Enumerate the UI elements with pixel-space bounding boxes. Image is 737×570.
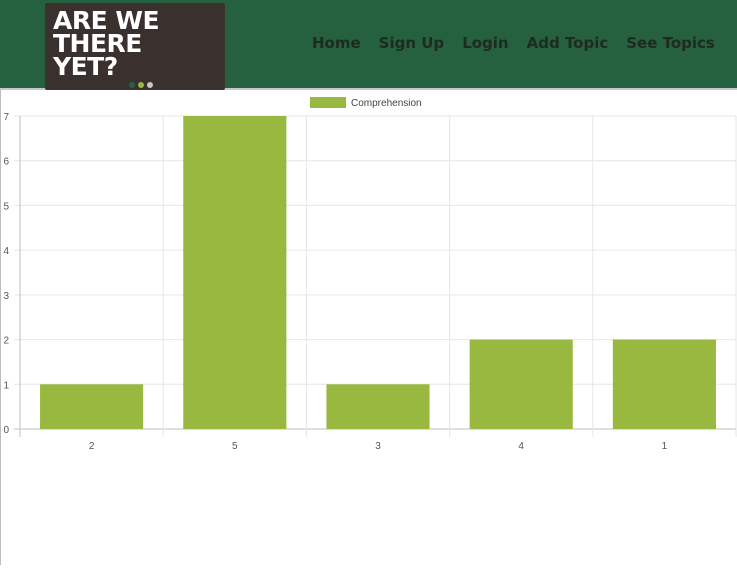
y-tick-label: 3 [3,291,9,302]
y-tick-label: 4 [3,246,9,257]
y-tick-label: 5 [3,201,9,212]
logo-text: ARE WE THERE YET? [53,6,160,81]
y-tick-label: 2 [3,336,9,347]
bar [40,384,144,429]
y-tick-label: 0 [3,425,9,436]
x-tick-label: 3 [375,441,381,452]
bar [183,116,287,429]
x-tick-label: 1 [662,441,668,452]
logo-dot [138,82,144,88]
main-nav: Home Sign Up Login Add Topic See Topics [312,34,733,52]
logo-line: THERE [53,29,142,58]
bar [612,339,716,429]
bar-chart: 0 1 2 3 4 5 6 7 2 5 3 4 1 Comprehension [3,97,737,452]
chart-container: 0 1 2 3 4 5 6 7 2 5 3 4 1 Comprehension [0,90,737,565]
logo-dots [129,75,156,93]
legend-label: Comprehension [351,98,422,109]
logo-line: ARE WE [53,6,160,35]
logo-dot [147,82,153,88]
x-tick-label: 4 [518,441,524,452]
y-tick-label: 6 [3,157,9,168]
page-edge [0,90,1,565]
x-tick-label: 2 [89,441,95,452]
x-tick-label: 5 [232,441,238,452]
logo-dot [129,82,135,88]
y-tick-label: 1 [3,380,9,391]
nav-sign-up-link[interactable]: Sign Up [378,34,445,52]
legend-swatch [310,97,346,108]
bar [326,384,430,429]
y-tick-label: 7 [3,112,9,123]
nav-home-link[interactable]: Home [312,34,361,52]
site-header: ARE WE THERE YET? Home Sign Up Login Add… [0,0,737,90]
nav-see-topics-link[interactable]: See Topics [626,34,715,52]
site-logo[interactable]: ARE WE THERE YET? [45,3,225,90]
nav-add-topic-link[interactable]: Add Topic [526,34,609,52]
logo-line: YET? [53,52,118,81]
nav-login-link[interactable]: Login [462,34,509,52]
bar [469,339,573,429]
